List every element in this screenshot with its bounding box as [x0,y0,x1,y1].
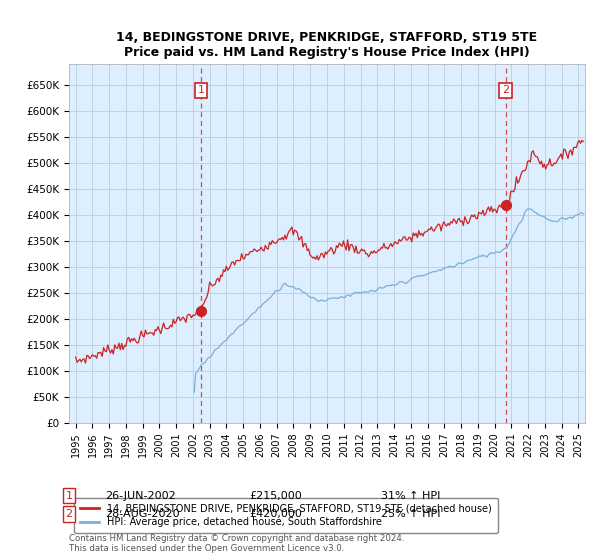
Text: 1: 1 [197,85,205,95]
Text: 28-AUG-2020: 28-AUG-2020 [105,509,179,519]
Title: 14, BEDINGSTONE DRIVE, PENKRIDGE, STAFFORD, ST19 5TE
Price paid vs. HM Land Regi: 14, BEDINGSTONE DRIVE, PENKRIDGE, STAFFO… [116,31,538,59]
Text: 1: 1 [65,491,73,501]
Legend: 14, BEDINGSTONE DRIVE, PENKRIDGE, STAFFORD, ST19 5TE (detached house), HPI: Aver: 14, BEDINGSTONE DRIVE, PENKRIDGE, STAFFO… [74,497,497,533]
Text: £215,000: £215,000 [249,491,302,501]
Text: 31% ↑ HPI: 31% ↑ HPI [381,491,440,501]
Text: 2: 2 [65,509,73,519]
Text: 25% ↑ HPI: 25% ↑ HPI [381,509,440,519]
Text: £420,000: £420,000 [249,509,302,519]
Text: Contains HM Land Registry data © Crown copyright and database right 2024.
This d: Contains HM Land Registry data © Crown c… [69,534,404,553]
Text: 26-JUN-2002: 26-JUN-2002 [105,491,176,501]
Text: 2: 2 [502,85,509,95]
